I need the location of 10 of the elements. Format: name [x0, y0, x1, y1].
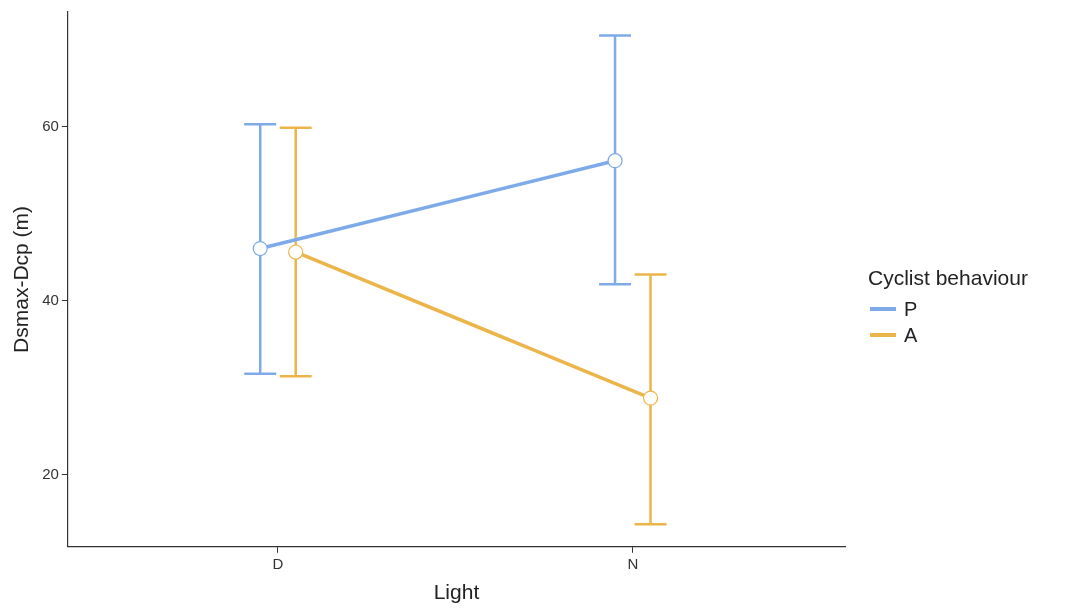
- legend-label: A: [904, 323, 918, 347]
- y-tick-label: 20: [42, 464, 59, 482]
- legend-label: P: [904, 297, 918, 321]
- x-tick-label: D: [272, 554, 284, 572]
- y-axis-title: Dsmax-Dcp (m): [9, 205, 33, 353]
- x-axis-title: Light: [433, 580, 480, 604]
- y-tick-label: 60: [42, 116, 59, 134]
- legend-title: Cyclist behaviour: [868, 266, 1028, 290]
- y-tick-label: 40: [42, 290, 59, 308]
- x-tick-label: N: [627, 554, 639, 572]
